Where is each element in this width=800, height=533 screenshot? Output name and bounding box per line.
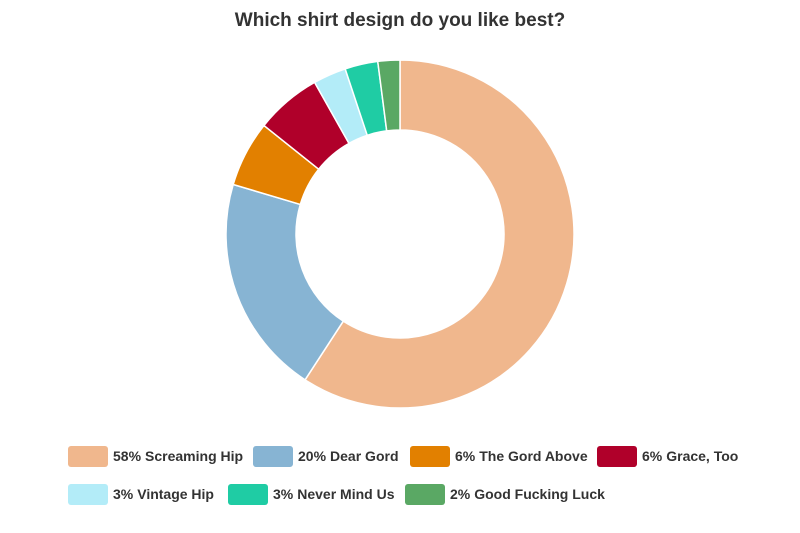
legend-label: 6% Grace, Too	[642, 448, 738, 464]
legend-swatch	[68, 484, 108, 505]
legend-label: 3% Never Mind Us	[273, 486, 395, 502]
legend-swatch	[228, 484, 268, 505]
legend-label: 20% Dear Gord	[298, 448, 399, 464]
legend-percent: 3%	[273, 486, 294, 502]
legend-percent: 20%	[298, 448, 327, 464]
legend-swatch	[68, 446, 108, 467]
donut-slice	[225, 183, 345, 381]
legend-swatch	[253, 446, 293, 467]
legend-percent: 6%	[642, 448, 663, 464]
chart-title: Which shirt design do you like best?	[235, 10, 565, 31]
legend-percent: 58%	[113, 448, 142, 464]
donut-slice	[304, 59, 575, 409]
legend-label: 2% Good Fucking Luck	[450, 486, 605, 502]
legend-name: Grace, Too	[666, 448, 738, 464]
legend-name: Never Mind Us	[297, 486, 394, 502]
legend-percent: 6%	[455, 448, 476, 464]
legend-swatch	[597, 446, 637, 467]
legend-label: 3% Vintage Hip	[113, 486, 214, 502]
legend-label: 58% Screaming Hip	[113, 448, 243, 464]
legend-percent: 2%	[450, 486, 471, 502]
legend-name: Vintage Hip	[137, 486, 214, 502]
legend-percent: 3%	[113, 486, 134, 502]
legend-swatch	[410, 446, 450, 467]
legend-name: Screaming Hip	[145, 448, 243, 464]
legend-name: The Gord Above	[479, 448, 588, 464]
legend-name: Dear Gord	[330, 448, 398, 464]
donut-slice	[376, 59, 401, 132]
legend-name: Good Fucking Luck	[474, 486, 605, 502]
legend-label: 6% The Gord Above	[455, 448, 588, 464]
legend-swatch	[405, 484, 445, 505]
